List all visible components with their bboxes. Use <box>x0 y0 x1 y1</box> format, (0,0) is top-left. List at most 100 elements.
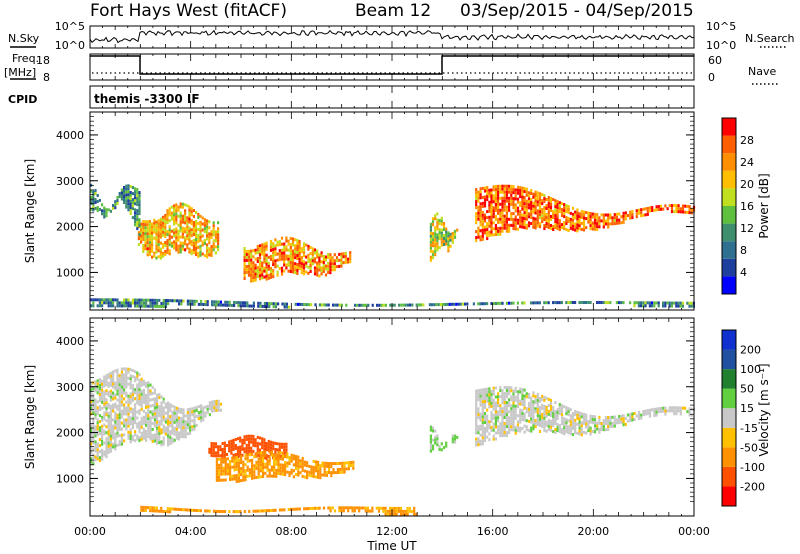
data-cell <box>449 244 452 248</box>
data-cell <box>488 224 491 228</box>
data-cell <box>477 431 480 435</box>
data-cell <box>136 392 139 396</box>
data-cell <box>481 186 484 190</box>
data-cell <box>98 198 101 202</box>
data-cell <box>547 403 550 407</box>
data-cell <box>235 459 238 462</box>
data-cell <box>263 269 266 273</box>
data-cell <box>673 301 676 305</box>
data-cell <box>105 398 108 402</box>
data-cell <box>129 401 132 405</box>
data-cell <box>492 434 495 438</box>
data-cell <box>109 298 112 302</box>
data-cell <box>295 455 298 458</box>
data-cell <box>283 445 286 449</box>
data-cell <box>272 444 275 448</box>
data-cell <box>554 419 557 422</box>
data-cell <box>512 203 515 207</box>
data-cell <box>510 395 513 399</box>
data-cell <box>164 250 167 253</box>
data-cell <box>192 251 195 254</box>
data-cell <box>377 509 381 513</box>
data-cell <box>181 232 184 236</box>
data-cell <box>275 456 278 460</box>
data-cell <box>342 252 345 256</box>
data-cell <box>173 219 176 223</box>
data-cell <box>114 420 117 424</box>
data-cell <box>175 206 178 210</box>
data-cell <box>494 395 497 399</box>
data-cell <box>331 262 334 266</box>
data-cell <box>109 209 112 213</box>
data-cell <box>103 423 106 427</box>
data-cell <box>151 412 154 416</box>
data-cell <box>609 418 612 422</box>
data-cell <box>235 301 238 305</box>
data-cell <box>313 269 317 273</box>
data-cell <box>116 434 119 438</box>
data-cell <box>499 220 502 224</box>
data-cell <box>593 224 597 228</box>
data-cell <box>160 407 163 411</box>
data-cell <box>571 206 575 210</box>
data-cell <box>320 251 323 255</box>
data-cell <box>281 463 284 467</box>
data-cell <box>129 377 132 381</box>
data-cell <box>578 218 581 222</box>
data-cell <box>213 409 216 413</box>
data-cell <box>210 451 213 454</box>
data-cell <box>244 469 247 473</box>
data-cell <box>195 247 198 250</box>
data-cell <box>609 421 612 425</box>
data-cell <box>160 401 163 405</box>
data-cell <box>580 415 583 419</box>
data-cell <box>532 424 535 428</box>
data-cell <box>598 415 601 419</box>
data-cell <box>576 223 579 227</box>
data-cell <box>265 268 268 272</box>
data-cell <box>297 467 300 471</box>
data-cell <box>651 304 654 308</box>
data-cell <box>129 212 132 215</box>
data-cell <box>155 220 158 224</box>
data-cell <box>201 252 204 256</box>
data-cell <box>580 215 583 219</box>
data-cell <box>352 463 355 467</box>
data-cell <box>481 234 484 238</box>
data-cell <box>140 234 143 238</box>
data-cell <box>602 425 605 429</box>
data-cell <box>105 440 108 444</box>
data-cell <box>490 200 493 204</box>
data-cell <box>96 388 99 392</box>
data-cell <box>655 410 658 414</box>
data-cell <box>532 225 535 229</box>
data-cell <box>532 409 535 413</box>
data-cell <box>233 465 236 469</box>
data-cell <box>558 201 561 205</box>
data-cell <box>147 390 150 394</box>
data-cell <box>565 228 568 232</box>
data-cell <box>96 421 99 425</box>
data-cell <box>302 242 306 246</box>
data-cell <box>92 459 95 463</box>
data-cell <box>477 208 480 212</box>
data-cell <box>434 232 437 236</box>
data-cell <box>313 257 317 261</box>
data-cell <box>523 211 526 215</box>
data-cell <box>182 426 185 430</box>
data-cell <box>447 246 450 250</box>
data-cell <box>245 446 248 450</box>
data-cell <box>536 197 539 201</box>
data-cell <box>188 220 191 224</box>
data-cell <box>527 194 531 198</box>
data-cell <box>118 416 121 420</box>
data-cell <box>168 240 171 244</box>
data-cell <box>94 455 97 459</box>
data-cell <box>307 253 310 257</box>
data-cell <box>633 304 636 308</box>
data-cell <box>499 214 502 218</box>
data-cell <box>214 454 218 458</box>
data-cell <box>101 406 104 410</box>
data-cell <box>576 208 579 212</box>
data-cell <box>477 226 480 230</box>
